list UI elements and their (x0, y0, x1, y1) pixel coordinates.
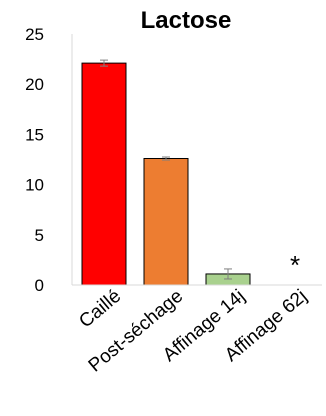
annotations: * (290, 250, 300, 280)
y-tick-label: 10 (25, 176, 44, 195)
y-tick-label: 25 (25, 25, 44, 44)
y-tick-label: 20 (25, 75, 44, 94)
y-tick-label: 15 (25, 125, 44, 144)
chart-title: Lactose (141, 7, 232, 34)
error-bar (100, 59, 108, 67)
bar (143, 157, 189, 286)
x-tick-label: Caillé (75, 286, 125, 333)
y-tick-label: 5 (35, 226, 44, 245)
significance-annotation: * (290, 250, 300, 280)
bars (81, 59, 251, 286)
y-axis: 0 5 10 15 20 25 (25, 25, 73, 295)
error-bar (224, 268, 232, 280)
error-bar (162, 156, 170, 161)
bar (81, 62, 127, 286)
y-tick-label: 0 (35, 276, 44, 295)
